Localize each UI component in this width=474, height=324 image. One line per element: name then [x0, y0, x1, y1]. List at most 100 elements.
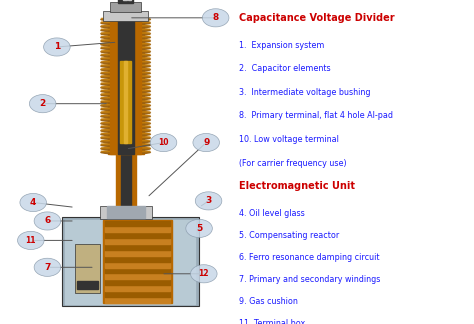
- Circle shape: [150, 133, 177, 152]
- Bar: [108, 18, 144, 154]
- Bar: [65, 220, 195, 304]
- Text: 1.  Expansion system: 1. Expansion system: [239, 40, 325, 50]
- Text: Electromagnetic Unit: Electromagnetic Unit: [239, 181, 356, 191]
- Text: 9. Gas cushion: 9. Gas cushion: [239, 297, 298, 306]
- Bar: [105, 262, 170, 268]
- Text: Capacitance Voltage Divider: Capacitance Voltage Divider: [239, 13, 395, 23]
- Bar: [77, 281, 98, 289]
- Bar: [105, 274, 170, 279]
- Ellipse shape: [101, 86, 150, 87]
- Bar: [62, 217, 199, 306]
- Bar: [116, 152, 136, 219]
- Ellipse shape: [101, 118, 150, 122]
- Text: 11: 11: [26, 236, 36, 245]
- Text: 5: 5: [196, 224, 202, 233]
- Ellipse shape: [101, 140, 150, 143]
- Text: 11. Terminal box: 11. Terminal box: [239, 319, 306, 324]
- Ellipse shape: [101, 144, 150, 145]
- Ellipse shape: [101, 100, 150, 102]
- Bar: [103, 11, 148, 21]
- Ellipse shape: [101, 125, 150, 127]
- Text: 5. Compensating reactor: 5. Compensating reactor: [239, 231, 339, 240]
- Ellipse shape: [101, 115, 150, 116]
- Ellipse shape: [101, 61, 150, 64]
- Ellipse shape: [101, 93, 150, 97]
- Bar: [107, 206, 145, 218]
- Text: 9: 9: [203, 138, 210, 147]
- Circle shape: [195, 192, 222, 210]
- Text: 7: 7: [44, 263, 51, 272]
- Circle shape: [202, 9, 229, 27]
- Ellipse shape: [101, 21, 150, 23]
- Bar: [105, 227, 170, 232]
- Bar: [105, 245, 170, 250]
- Ellipse shape: [101, 36, 150, 37]
- Circle shape: [44, 38, 70, 56]
- Circle shape: [186, 219, 212, 237]
- Ellipse shape: [101, 72, 150, 73]
- Text: 3: 3: [205, 196, 212, 205]
- Ellipse shape: [101, 125, 150, 129]
- Ellipse shape: [101, 46, 150, 50]
- Ellipse shape: [101, 68, 150, 69]
- Ellipse shape: [101, 129, 150, 131]
- Circle shape: [34, 258, 61, 276]
- Ellipse shape: [101, 53, 150, 57]
- Bar: [124, 61, 127, 143]
- Ellipse shape: [101, 82, 150, 84]
- Bar: [103, 220, 172, 303]
- Text: 8: 8: [212, 13, 219, 22]
- Ellipse shape: [101, 21, 150, 25]
- Ellipse shape: [101, 18, 150, 19]
- Bar: [105, 268, 170, 273]
- Ellipse shape: [101, 86, 150, 89]
- Text: 3.  Intermediate voltage bushing: 3. Intermediate voltage bushing: [239, 88, 371, 97]
- Bar: [100, 206, 152, 219]
- Ellipse shape: [101, 136, 150, 140]
- Ellipse shape: [101, 57, 150, 59]
- Circle shape: [18, 231, 44, 249]
- Ellipse shape: [101, 64, 150, 66]
- Text: 2: 2: [39, 99, 46, 108]
- Bar: [105, 233, 170, 238]
- Bar: [75, 244, 100, 293]
- Ellipse shape: [101, 133, 150, 134]
- Ellipse shape: [101, 79, 150, 82]
- Text: 2.  Capacitor elements: 2. Capacitor elements: [239, 64, 331, 73]
- Bar: [105, 251, 170, 256]
- Text: 4: 4: [30, 198, 36, 207]
- Ellipse shape: [101, 36, 150, 39]
- Ellipse shape: [101, 75, 150, 76]
- Ellipse shape: [101, 39, 150, 43]
- Ellipse shape: [101, 68, 150, 72]
- Ellipse shape: [101, 89, 150, 93]
- Ellipse shape: [101, 75, 150, 79]
- Ellipse shape: [101, 54, 150, 55]
- Ellipse shape: [101, 122, 150, 125]
- Circle shape: [29, 95, 56, 113]
- Ellipse shape: [101, 151, 150, 152]
- Ellipse shape: [101, 50, 150, 52]
- Ellipse shape: [101, 32, 150, 33]
- Text: 6: 6: [44, 216, 51, 226]
- Text: 10. Low voltage terminal: 10. Low voltage terminal: [239, 135, 339, 144]
- Ellipse shape: [101, 150, 150, 154]
- Ellipse shape: [101, 111, 150, 112]
- Bar: [105, 292, 170, 297]
- Ellipse shape: [101, 122, 150, 123]
- Circle shape: [193, 133, 219, 152]
- Ellipse shape: [101, 129, 150, 133]
- Circle shape: [20, 193, 46, 212]
- Text: 8.  Primary terminal, flat 4 hole Al-pad: 8. Primary terminal, flat 4 hole Al-pad: [239, 111, 393, 121]
- Ellipse shape: [101, 82, 150, 86]
- Bar: [105, 280, 170, 285]
- Ellipse shape: [101, 79, 150, 80]
- Bar: [118, 18, 134, 154]
- Text: 4. Oil level glass: 4. Oil level glass: [239, 209, 305, 218]
- Ellipse shape: [101, 143, 150, 147]
- Ellipse shape: [101, 97, 150, 98]
- Ellipse shape: [101, 133, 150, 136]
- Ellipse shape: [101, 39, 150, 40]
- Ellipse shape: [101, 104, 150, 105]
- Ellipse shape: [101, 25, 150, 26]
